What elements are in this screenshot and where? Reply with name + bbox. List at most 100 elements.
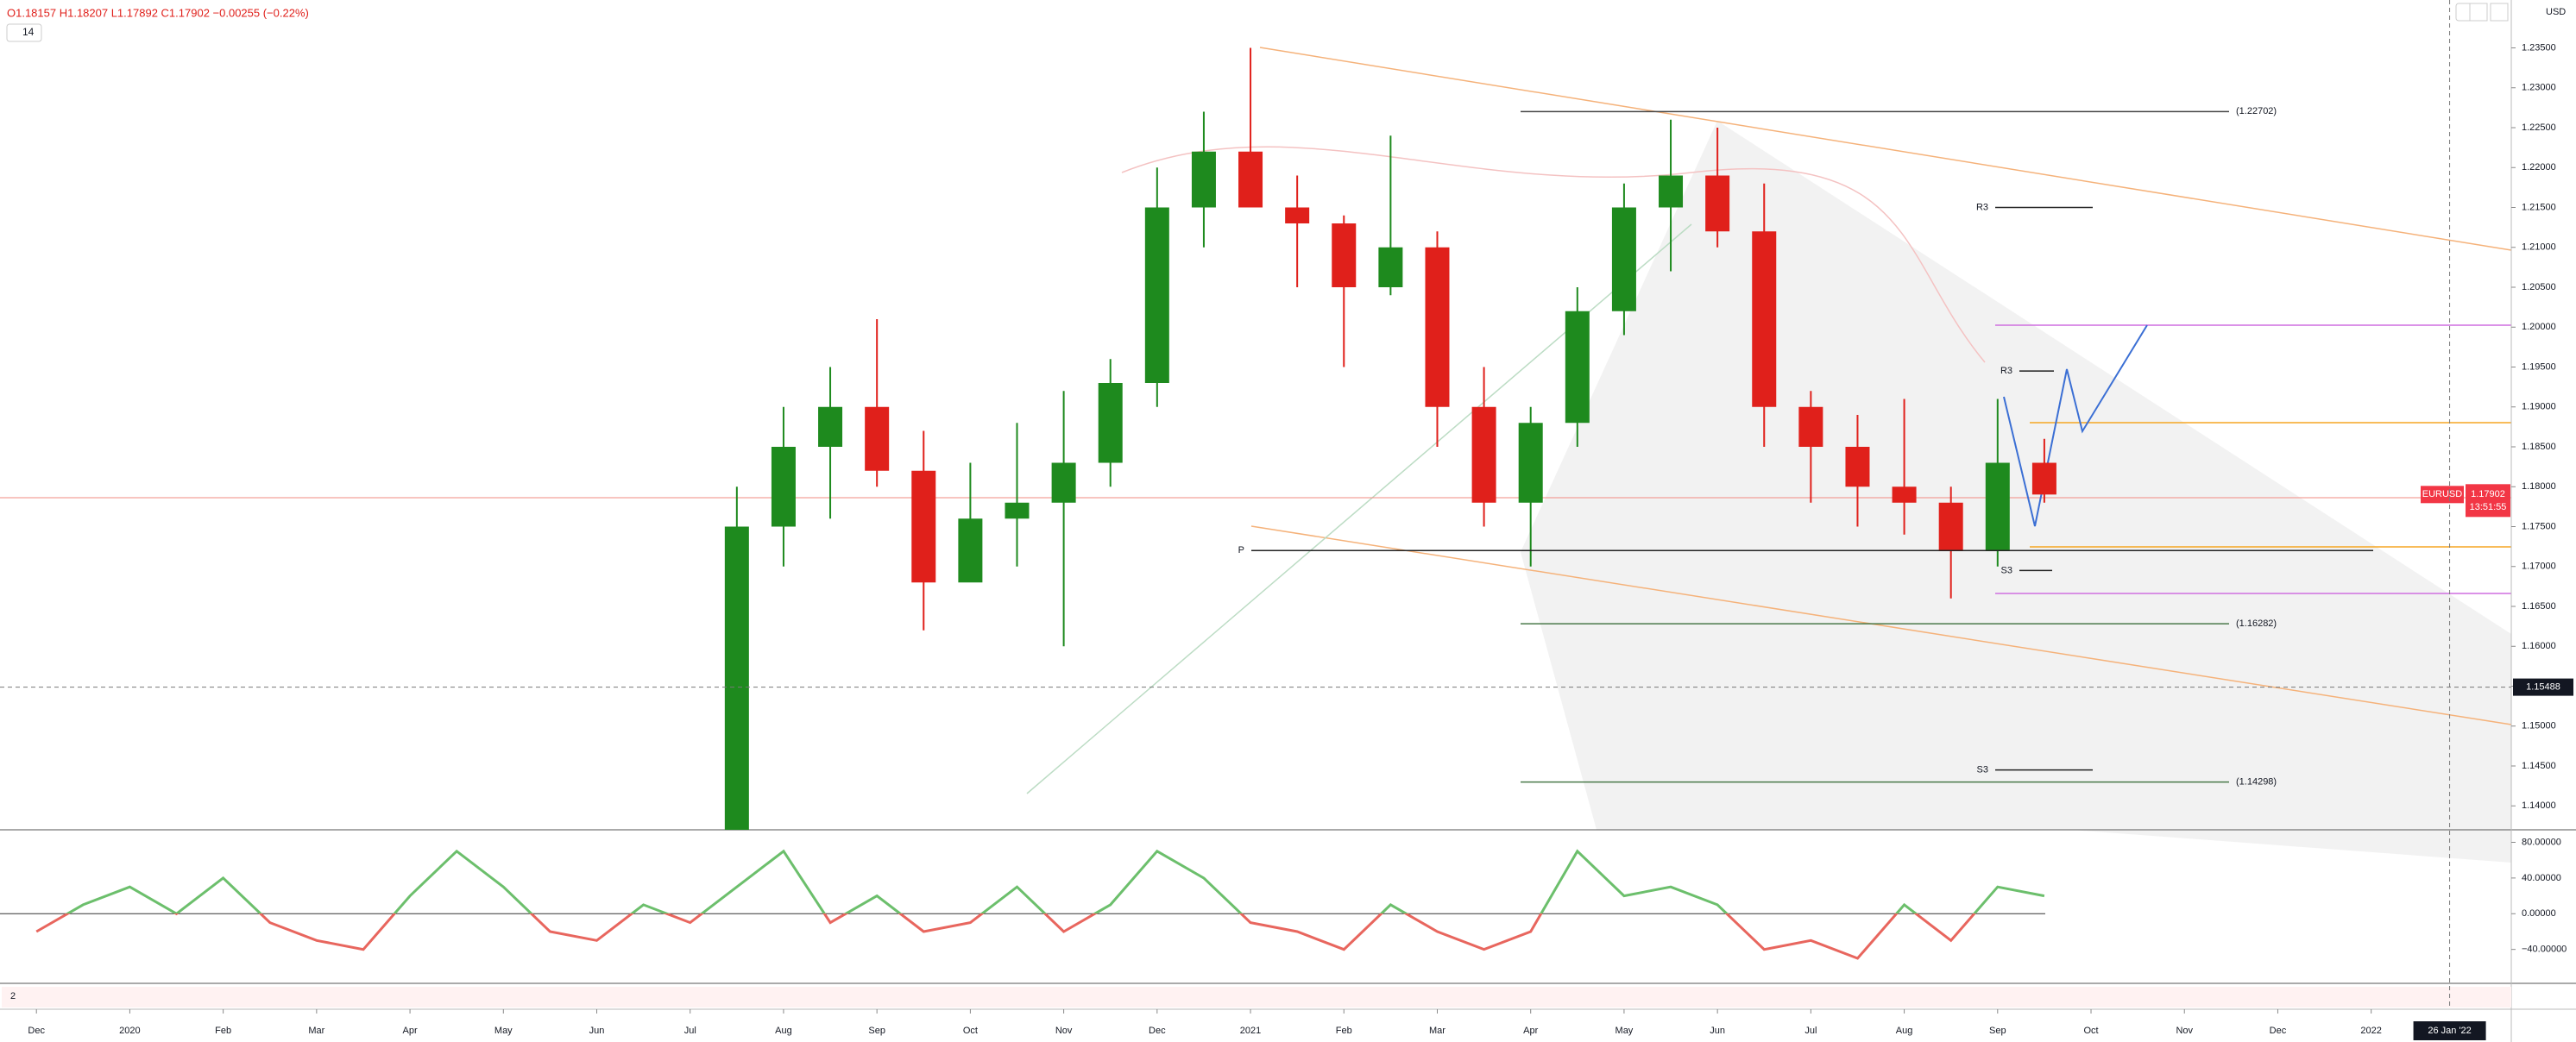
x-tick-label: Aug (775, 1026, 792, 1036)
x-tick-label: Nov (1055, 1026, 1073, 1036)
label-bg (2421, 486, 2464, 504)
candle-body (2031, 462, 2056, 495)
crosshair-time-label: 26 Jan '22 (2428, 1026, 2471, 1036)
trend-line (1250, 525, 2512, 725)
y-tick-label: 1.21000 (2522, 242, 2556, 253)
pivot-label: S3 (1977, 765, 1988, 775)
ohlc-legend: O1.18157 H1.18207 L1.17892 C1.17902 −0.0… (7, 6, 309, 19)
scroll-button[interactable] (2469, 3, 2488, 22)
x-tick-label: May (494, 1026, 513, 1036)
moving-average (1121, 146, 1986, 363)
x-tick-label: Feb (215, 1026, 231, 1036)
candle-body (911, 470, 936, 583)
crosshair-price-box (2513, 678, 2573, 696)
projection-path (2003, 324, 2148, 527)
last-price-box (2466, 484, 2510, 518)
pivot-label: S3 (2001, 565, 2012, 575)
y-tick-label: 1.21500 (2522, 202, 2556, 212)
osc-tick-label: −40.00000 (2522, 945, 2567, 955)
x-tick-label: Dec (28, 1026, 45, 1036)
y-tick-label: 1.16500 (2522, 601, 2556, 612)
candle-body (1892, 486, 1917, 503)
pivot-label: P (1238, 545, 1244, 556)
y-tick-label: 1.20500 (2522, 282, 2556, 292)
candle-body (1005, 502, 1030, 519)
pivot-label: R3 (2000, 366, 2012, 376)
x-tick-label: 2022 (2360, 1026, 2381, 1036)
x-tick-label: Oct (2083, 1026, 2098, 1036)
countdown-label: 13:51:55 (2470, 502, 2507, 512)
y-tick-label: 1.20000 (2522, 322, 2556, 332)
candle-body (1098, 383, 1123, 463)
pivot-label: R3 (1976, 202, 1988, 212)
x-tick-label: 2021 (1240, 1026, 1261, 1036)
candle-body (1285, 207, 1310, 223)
osc-line-down (35, 913, 1976, 960)
y-tick-label: 1.15000 (2522, 721, 2556, 731)
y-tick-label: 1.16000 (2522, 641, 2556, 651)
candle-body (1611, 207, 1636, 311)
candle-body (1191, 151, 1216, 208)
candle-body (1798, 406, 1823, 447)
indicator-chip[interactable] (6, 23, 42, 42)
x-tick-label: Aug (1896, 1026, 1913, 1036)
y-tick-label: 1.17000 (2522, 562, 2556, 572)
candle-body (724, 526, 749, 830)
y-tick-label: 1.19500 (2522, 361, 2556, 372)
x-tick-label: Oct (963, 1026, 978, 1036)
pivot-label: (1.14298) (2236, 777, 2277, 788)
x-tick-label: Jun (589, 1026, 605, 1036)
x-tick-label: Nov (2176, 1026, 2193, 1036)
osc-tick-label: 40.00000 (2522, 873, 2561, 883)
y-tick-label: 1.18000 (2522, 481, 2556, 492)
candle-body (1378, 247, 1403, 287)
y-tick-label: 1.22000 (2522, 162, 2556, 173)
candle-body (818, 406, 843, 447)
y-tick-label: 1.23000 (2522, 83, 2556, 93)
x-tick-label: Mar (308, 1026, 324, 1036)
x-tick-label: Dec (1149, 1026, 1166, 1036)
x-tick-label: Feb (1336, 1026, 1352, 1036)
candle-body (1659, 175, 1684, 208)
y-tick-label: 1.14500 (2522, 761, 2556, 771)
candle-body (1565, 311, 1590, 424)
candle-body (1938, 502, 1963, 551)
y-tick-label: 1.14000 (2522, 800, 2556, 811)
y-tick-label: 1.19000 (2522, 402, 2556, 412)
symbol-label: EURUSD (2422, 489, 2463, 499)
candle-body (1985, 462, 2010, 551)
x-tick-label: Jul (684, 1026, 696, 1036)
osc-line-up (65, 849, 2045, 913)
candle-body (1518, 423, 1543, 503)
candle-body (1144, 207, 1169, 383)
candles (724, 47, 2056, 830)
candle-body (1332, 223, 1357, 287)
crosshair-time-box (2413, 1021, 2486, 1040)
fullscreen-button[interactable] (2490, 3, 2509, 22)
candle-body (1752, 231, 1777, 407)
x-tick-label: Jun (1710, 1026, 1725, 1036)
y-tick-label: 1.18500 (2522, 442, 2556, 452)
x-tick-label: 2020 (119, 1026, 140, 1036)
candle-body (1425, 247, 1450, 407)
osc-tick-label: 80.00000 (2522, 837, 2561, 847)
crosshair-price-label: 1.15488 (2526, 682, 2560, 693)
third-pane (2, 987, 2511, 1007)
x-tick-label: Dec (2270, 1026, 2287, 1036)
currency: USD (2546, 7, 2566, 17)
x-tick-label: Jul (1804, 1026, 1817, 1036)
candle-body (771, 447, 796, 527)
candle-body (1845, 447, 1870, 487)
candle-body (1238, 151, 1263, 208)
x-tick-label: Mar (1429, 1026, 1445, 1036)
y-tick-label: 1.17500 (2522, 521, 2556, 531)
last-price-label: 1.17902 (2471, 489, 2505, 499)
pivot-label: (1.16282) (2236, 618, 2277, 629)
osc-tick-label: 0.00000 (2522, 908, 2556, 919)
candle-body (958, 518, 983, 583)
y-tick-label: 1.23500 (2522, 42, 2556, 53)
indicator-param: 14 (22, 26, 35, 38)
regression-channel (1521, 121, 2511, 863)
